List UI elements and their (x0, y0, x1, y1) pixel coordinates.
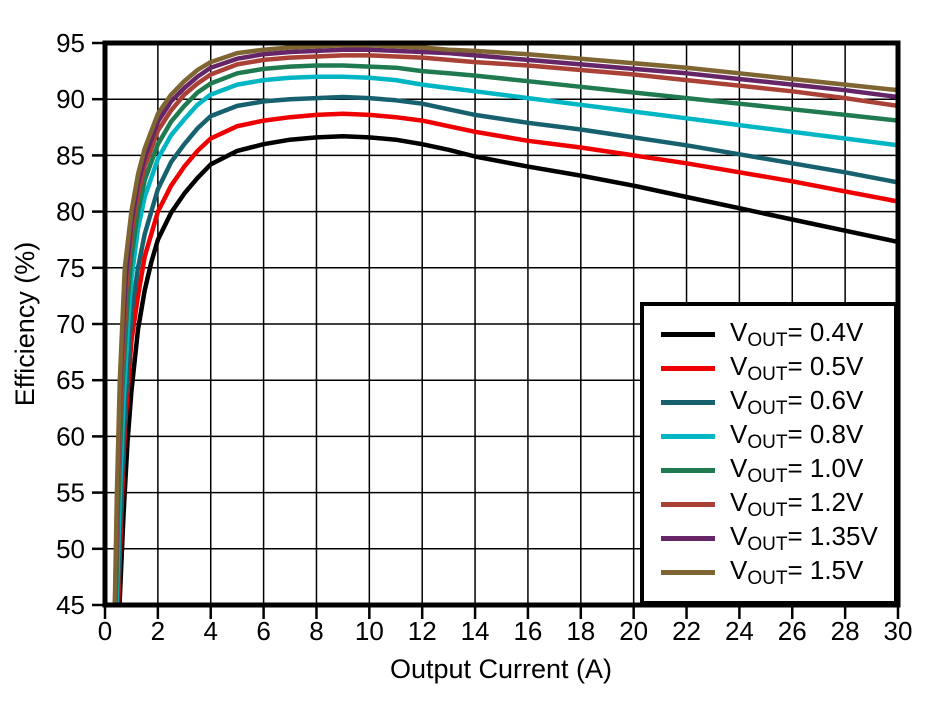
y-tick-label: 60 (56, 421, 85, 451)
legend-line-swatch (661, 467, 715, 473)
x-tick-label: 24 (725, 616, 754, 646)
y-tick-label: 80 (56, 197, 85, 227)
series-curve-0.6V (115, 94, 898, 605)
x-tick-label: 8 (309, 616, 323, 646)
legend-entry-0.8V: VOUT= 0.8V (644, 419, 894, 453)
y-tick-label: 65 (56, 365, 85, 395)
legend-label: VOUT= 1.5V (730, 555, 864, 589)
x-tick-label: 30 (884, 616, 913, 646)
plot-frame (102, 40, 901, 608)
y-tick-label: 90 (56, 84, 85, 114)
y-axis-title: Efficiency (%) (10, 242, 40, 407)
x-tick-label: 4 (203, 616, 217, 646)
legend-line-swatch (661, 433, 715, 439)
legend-line-swatch (661, 399, 715, 405)
legend-label: VOUT= 0.5V (730, 351, 864, 385)
legend-entry-1.5V: VOUT= 1.5V (644, 555, 894, 589)
legend-label: VOUT= 1.2V (730, 487, 864, 521)
series-curve-0.8V (114, 74, 898, 605)
x-tick-label: 28 (831, 616, 860, 646)
legend-entry-1.0V: VOUT= 1.0V (644, 453, 894, 487)
x-tick-label: 18 (566, 616, 595, 646)
y-tick-label: 85 (56, 140, 85, 170)
legend-entry-0.4V: VOUT= 0.4V (644, 317, 894, 351)
x-tick-label: 0 (98, 616, 112, 646)
x-tick-label: 12 (408, 616, 437, 646)
y-tick-label: 50 (56, 534, 85, 564)
legend-label: VOUT= 1.0V (730, 453, 864, 487)
legend-label: VOUT= 1.35V (730, 521, 878, 555)
x-tick-label: 22 (672, 616, 701, 646)
x-tick-label: 14 (461, 616, 490, 646)
series-curve-1.0V (113, 63, 898, 605)
data-curves (112, 43, 898, 605)
x-tick-label: 6 (256, 616, 270, 646)
legend: VOUT= 0.4V VOUT= 0.5V VOUT= 0.6V VOUT= 0.8V… (640, 302, 898, 605)
x-tick-label: 10 (355, 616, 384, 646)
legend-entry-0.5V: VOUT= 0.5V (644, 351, 894, 385)
legend-entry-1.2V: VOUT= 1.2V (644, 487, 894, 521)
legend-entry-0.6V: VOUT= 0.6V (644, 385, 894, 419)
y-tick-label: 55 (56, 478, 85, 508)
legend-label: VOUT= 0.6V (730, 385, 864, 419)
legend-line-swatch (661, 365, 715, 371)
y-tick-label: 95 (56, 28, 85, 58)
y-tick-label: 45 (56, 590, 85, 620)
legend-entry-1.35V: VOUT= 1.35V (644, 521, 894, 555)
legend-line-swatch (661, 501, 715, 507)
series-curve-0.4V (117, 134, 898, 605)
series-curve-1.5V (112, 43, 898, 605)
x-tick-label: 16 (513, 616, 542, 646)
x-tick-label: 20 (619, 616, 648, 646)
axis-tick-labels: 0 2 4 6 8 10 12 14 16 18 20 22 24 26 28 304550556065707… (56, 28, 912, 646)
y-tick-label: 70 (56, 309, 85, 339)
legend-label: VOUT= 0.4V (730, 317, 864, 351)
legend-line-swatch (661, 569, 715, 575)
legend-line-swatch (661, 535, 715, 541)
x-axis-title: Output Current (A) (390, 654, 612, 684)
x-tick-label: 2 (151, 616, 165, 646)
legend-label: VOUT= 0.8V (730, 419, 864, 453)
x-tick-label: 26 (778, 616, 807, 646)
series-curve-0.5V (115, 111, 898, 605)
y-tick-label: 75 (56, 253, 85, 283)
legend-line-swatch (661, 331, 715, 337)
axis-ticks (92, 41, 900, 619)
